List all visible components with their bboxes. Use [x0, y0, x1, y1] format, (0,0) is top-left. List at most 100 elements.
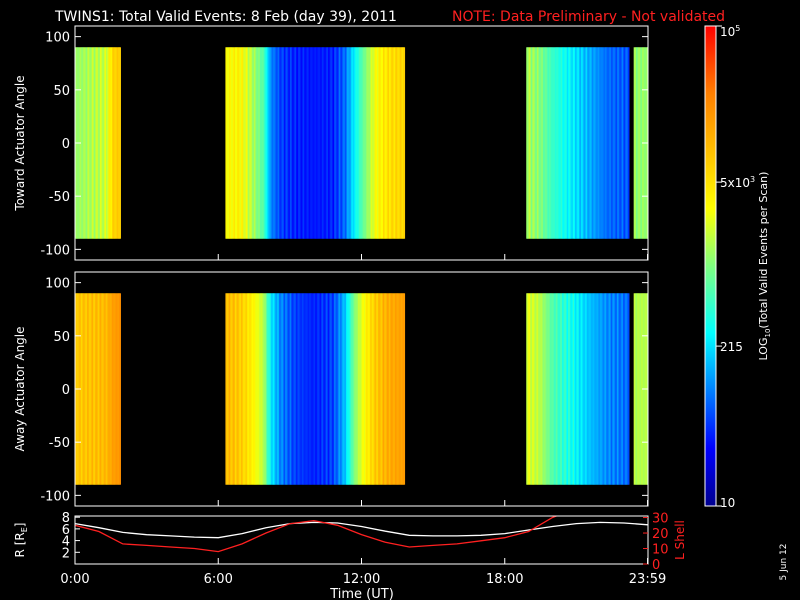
heatmap-cell — [256, 293, 259, 485]
heatmap-cell — [280, 293, 283, 485]
heatmap-cell — [245, 293, 248, 485]
heatmap-cell — [595, 293, 598, 485]
heatmap-cell — [239, 47, 242, 239]
heatmap-cell — [582, 47, 585, 239]
heatmap-cell — [249, 293, 252, 485]
heatmap-cell — [270, 47, 273, 239]
heatmap-cell — [341, 47, 343, 239]
left-label-end: ] — [13, 523, 27, 528]
heatmap-cell — [529, 47, 532, 239]
heatmap-cell — [528, 293, 531, 485]
heatmap-cell — [562, 47, 564, 239]
heatmap-cell — [597, 293, 600, 485]
heatmap-cell — [609, 47, 612, 239]
heatmap-cell — [337, 293, 340, 485]
ytick-label: -50 — [49, 436, 70, 451]
heatmap-cell — [372, 47, 375, 239]
heatmap-cell — [336, 47, 339, 239]
heatmap-cell — [583, 293, 586, 485]
heatmap-cell — [350, 47, 353, 239]
heatmap-cell — [83, 293, 86, 485]
heatmap-cell — [571, 293, 574, 485]
colorbar-label-sub: 10 — [764, 329, 772, 338]
heatmap-cell — [301, 47, 304, 239]
heatmap-cell — [599, 293, 601, 485]
heatmap-cell — [550, 293, 552, 485]
heatmap-cell — [89, 47, 92, 239]
heatmap-cell — [605, 293, 607, 485]
heatmap-cell — [115, 293, 118, 485]
heatmap-cell — [613, 47, 616, 239]
heatmap-cell — [285, 293, 287, 485]
left-label-sub: E — [20, 527, 29, 532]
panel-toward-ylabel: Toward Actuator Angle — [13, 75, 27, 211]
heatmap-cell — [262, 293, 265, 485]
heatmap-cell — [354, 293, 357, 485]
heatmap-cell — [609, 293, 612, 485]
colorbar-tick-base: 10 — [720, 25, 735, 39]
heatmap-cell — [255, 293, 258, 485]
heatmap-cell — [334, 293, 336, 485]
heatmap-cell — [639, 47, 642, 239]
colorbar-tick-exp: 3 — [750, 175, 755, 184]
heatmap-cell — [581, 47, 583, 239]
heatmap-cell — [98, 293, 101, 485]
heatmap-cell — [318, 47, 321, 239]
heatmap-cell — [258, 293, 261, 485]
colorbar-tick-exp: 5 — [735, 24, 740, 33]
heatmap-cell — [357, 293, 360, 485]
heatmap-cell — [112, 293, 114, 485]
heatmap-cell — [307, 293, 310, 485]
heatmap-cell — [377, 47, 379, 239]
right-tick-label: 20 — [652, 527, 669, 542]
heatmap-cell — [349, 293, 352, 485]
heatmap-cell — [338, 47, 341, 239]
ytick-label: 50 — [53, 330, 70, 345]
ephemeris-left-label: R [RE] — [13, 523, 29, 558]
heatmap-cell — [621, 47, 624, 239]
heatmap-cell — [614, 293, 617, 485]
heatmap-cell — [115, 47, 118, 239]
heatmap-cell — [282, 293, 285, 485]
heatmap-cell — [269, 47, 272, 239]
heatmap-cell — [117, 47, 120, 239]
heatmap-cell — [399, 293, 402, 485]
heatmap-cell — [317, 293, 320, 485]
heatmap-cell — [295, 293, 298, 485]
heatmap-cell — [360, 293, 363, 485]
heatmap-cell — [564, 293, 567, 485]
panel-ephemeris-frame — [74, 515, 649, 565]
heatmap-cell — [542, 293, 545, 485]
heatmap-cell — [226, 293, 229, 485]
heatmap-cell — [538, 47, 540, 239]
heatmap-cell — [326, 47, 329, 239]
heatmap-cell — [337, 47, 340, 239]
colorbar-gradient — [704, 25, 717, 507]
heatmap-cell — [84, 47, 87, 239]
heatmap-cell — [621, 293, 624, 485]
heatmap-cell — [314, 293, 317, 485]
heatmap-cell — [234, 293, 237, 485]
heatmap-cell — [306, 293, 309, 485]
heatmap-cell — [625, 47, 628, 239]
heatmap-cell — [271, 47, 274, 239]
heatmap-cell — [578, 47, 581, 239]
heatmap-cell — [557, 47, 560, 239]
heatmap-cell — [308, 293, 311, 485]
heatmap-cell — [100, 293, 102, 485]
heatmap-cell — [584, 293, 587, 485]
heatmap-cell — [393, 47, 396, 239]
heatmap-cell — [386, 293, 389, 485]
heatmap-cell — [262, 47, 265, 239]
right-tick-label: 30 — [652, 512, 669, 527]
heatmap-cell — [384, 293, 386, 485]
heatmap-cell — [347, 47, 349, 239]
heatmap-cell — [552, 293, 555, 485]
heatmap-cell — [392, 47, 395, 239]
heatmap-cell — [566, 293, 569, 485]
heatmap-cell — [335, 47, 338, 239]
heatmap-cell — [82, 293, 84, 485]
heatmap-cell — [92, 47, 95, 239]
heatmap-cell — [614, 47, 617, 239]
